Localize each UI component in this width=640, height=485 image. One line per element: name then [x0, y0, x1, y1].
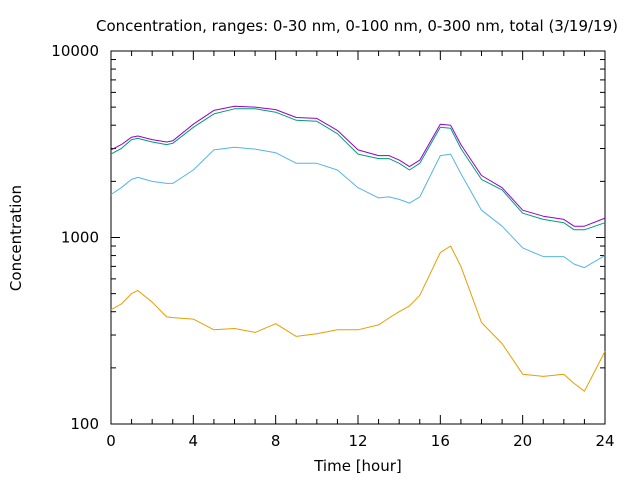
x-tick-label: 4 [189, 432, 199, 450]
x-tick-label: 16 [431, 432, 450, 450]
y-tick-label: 1000 [61, 229, 99, 247]
x-tick-label: 20 [513, 432, 532, 450]
ticks-layer: 0 4 8 12 16 20 24 100 1000 10000 [51, 42, 614, 450]
series-line-4 [110, 105, 606, 227]
y-axis-label: Concentration [7, 185, 25, 291]
chart-title: Concentration, ranges: 0-30 nm, 0-100 nm… [96, 17, 618, 35]
x-tick-label: 8 [271, 432, 281, 450]
y-tick-label: 100 [70, 415, 99, 433]
series-line-1 [110, 245, 606, 392]
x-tick-label: 24 [595, 432, 614, 450]
x-axis-label: Time [hour] [313, 457, 402, 475]
series-layer [110, 105, 606, 392]
y-tick-label: 10000 [51, 42, 99, 60]
series-line-3 [110, 108, 606, 231]
x-tick-label: 0 [106, 432, 116, 450]
plot-frame [110, 50, 606, 425]
x-tick-label: 12 [348, 432, 367, 450]
series-line-2 [110, 146, 606, 269]
